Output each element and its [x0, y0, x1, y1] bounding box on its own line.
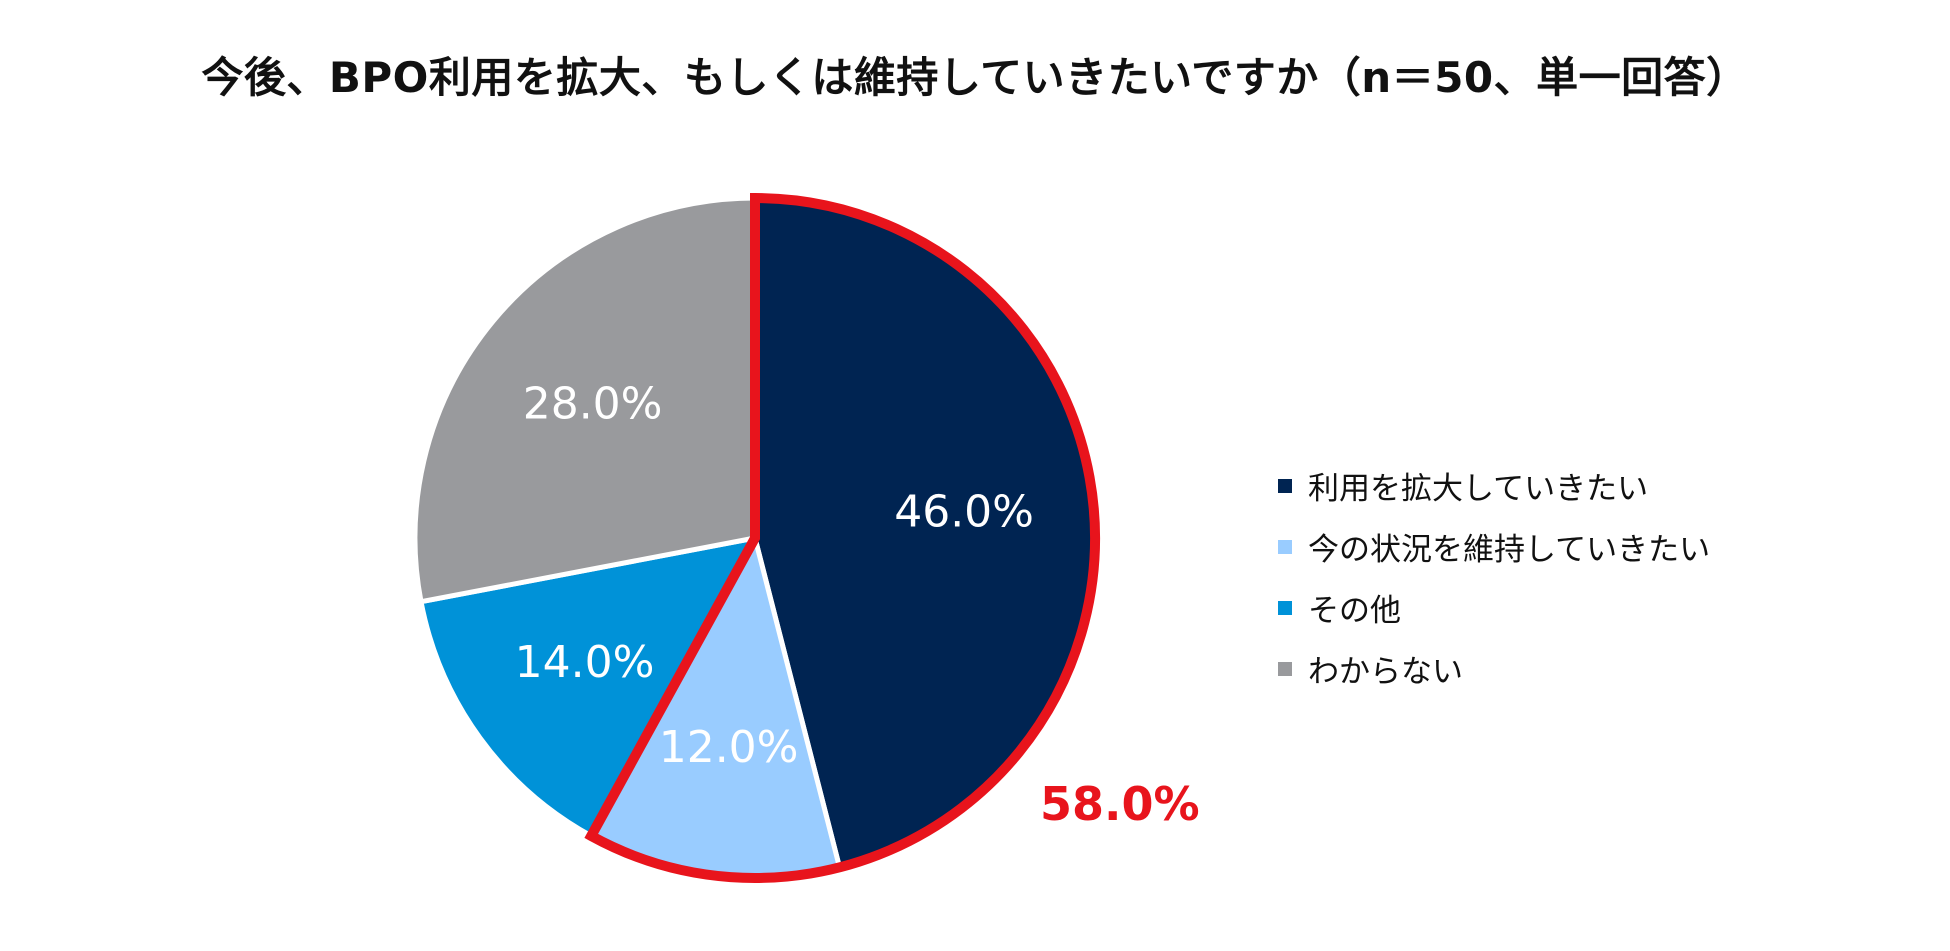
pie-slice-2 [418, 535, 758, 839]
highlight-total-label: 58.0% [1040, 777, 1200, 831]
highlight-outline [584, 192, 1101, 883]
legend-swatch-3 [1278, 661, 1292, 676]
slice-label-1: 12.0% [659, 722, 799, 773]
legend: 利用を拡大していきたい今の状況を維持していきたい その他わからない [1278, 455, 1710, 699]
legend-item-1: 今の状況を維持していきたい [1278, 516, 1710, 577]
slice-label-0: 46.0% [894, 487, 1034, 538]
legend-swatch-0 [1278, 478, 1292, 493]
legend-swatch-2 [1278, 600, 1292, 615]
legend-item-0: 利用を拡大していきたい [1278, 455, 1710, 516]
legend-swatch-1 [1278, 539, 1292, 554]
legend-label-2: その他 [1308, 593, 1401, 629]
legend-label-1: 今の状況を維持していきたい [1308, 532, 1711, 568]
legend-item-3: わからない [1278, 638, 1710, 699]
legend-label-0: 利用を拡大していきたい [1308, 471, 1649, 507]
pie-slice-3 [412, 195, 758, 605]
slice-label-3: 28.0% [523, 379, 663, 430]
slice-label-2: 14.0% [515, 637, 655, 688]
chart-title: 今後、BPO利用を拡大、もしくは維持していきたいですか（n＝50、単一回答） [201, 53, 1749, 102]
legend-label-3: わからない [1308, 654, 1463, 690]
legend-item-2: その他 [1278, 577, 1710, 638]
